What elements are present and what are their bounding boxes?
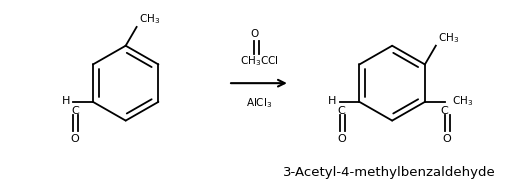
Text: C: C: [338, 106, 345, 116]
Text: C: C: [71, 106, 79, 116]
Text: CH$_3$: CH$_3$: [139, 12, 160, 26]
Text: O: O: [337, 134, 346, 144]
Text: CH$_3$: CH$_3$: [452, 94, 473, 108]
Text: O: O: [442, 134, 451, 144]
Text: CH$_3$CCl: CH$_3$CCl: [240, 55, 278, 68]
Text: C: C: [440, 106, 447, 116]
Text: O: O: [251, 29, 259, 39]
Text: H: H: [62, 96, 70, 106]
Text: CH$_3$: CH$_3$: [438, 31, 459, 45]
Text: O: O: [71, 134, 80, 144]
Text: 3-Acetyl-4-methylbenzaldehyde: 3-Acetyl-4-methylbenzaldehyde: [283, 166, 495, 179]
Text: AlCl$_3$: AlCl$_3$: [246, 96, 272, 110]
Text: H: H: [328, 96, 337, 106]
